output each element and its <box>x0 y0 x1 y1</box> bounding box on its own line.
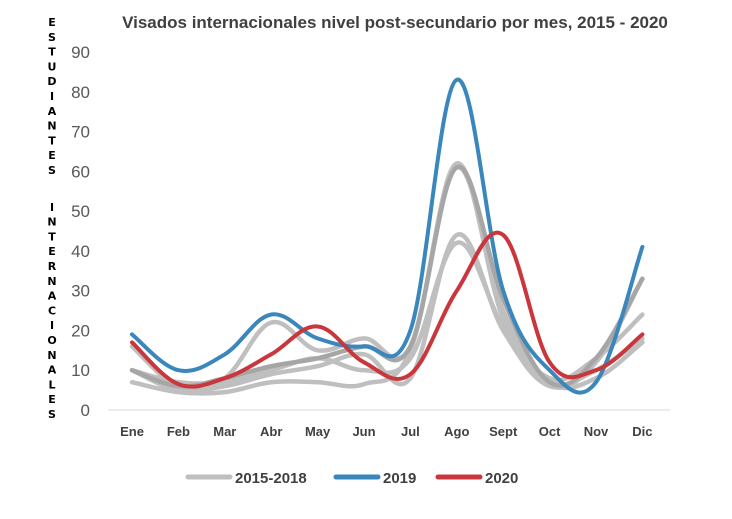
y-tick-label: 50 <box>71 202 90 221</box>
y-axis-label-letter: A <box>48 290 57 303</box>
y-axis-label-letter: N <box>47 275 56 288</box>
y-axis-label-letter: R <box>48 260 57 273</box>
x-tick-label: Feb <box>167 424 190 439</box>
y-axis-label-letter: N <box>47 216 56 229</box>
series-line-2020 <box>130 230 645 389</box>
y-axis-label-letter: A <box>48 364 57 377</box>
x-tick-label: Ene <box>120 424 144 439</box>
x-tick-label: Jun <box>352 424 375 439</box>
x-tick-label: May <box>305 424 331 439</box>
y-axis-label-letter: E <box>48 393 56 406</box>
y-tick-label: 60 <box>71 162 90 181</box>
legend: 2015-2018 2019 2020 <box>185 470 518 487</box>
y-axis-label-letter: T <box>48 134 56 147</box>
y-axis-label-letter: S <box>48 164 56 177</box>
y-tick-label: 20 <box>71 321 90 340</box>
x-tick-label: Sept <box>489 424 518 439</box>
y-axis-label-letter: I <box>50 90 54 103</box>
y-tick-label: 70 <box>71 123 90 142</box>
y-tick-label: 30 <box>71 282 90 301</box>
x-tick-label: Nov <box>584 424 609 439</box>
y-axis-label-letter: T <box>48 46 56 59</box>
y-axis-label-letter: E <box>48 245 56 258</box>
chart-title: Visados internacionales nivel post-secun… <box>122 13 668 32</box>
y-axis-label-letter: C <box>48 304 56 317</box>
y-axis-label-letter: A <box>48 105 57 118</box>
y-tick-label: 10 <box>71 361 90 380</box>
x-tick-label: Abr <box>260 424 282 439</box>
y-tick-label: 90 <box>71 43 90 62</box>
y-axis-label-letter: I <box>50 319 54 332</box>
series-line-2019 <box>130 77 645 395</box>
x-tick-label: Oct <box>539 424 561 439</box>
y-axis-label-letter: I <box>50 201 54 214</box>
y-axis-label-letter: N <box>47 349 56 362</box>
x-tick-label: Ago <box>444 424 469 439</box>
legend-label: 2015-2018 <box>235 470 307 487</box>
y-axis-label-letter: S <box>48 408 56 421</box>
y-axis-label-letter: U <box>48 60 57 73</box>
legend-label: 2020 <box>485 470 518 487</box>
x-axis-ticks: Ene Feb Mar Abr May Jun Jul Ago Sept Oct Nov Dic <box>120 424 652 439</box>
series-line-2015-2018 <box>129 232 645 394</box>
y-axis-label-letter: T <box>48 230 56 243</box>
y-tick-label: 40 <box>71 242 90 261</box>
x-tick-label: Dic <box>632 424 652 439</box>
y-axis-label-letter: O <box>47 334 56 347</box>
y-axis-label-letter: L <box>48 378 55 391</box>
y-axis-label-letter: S <box>48 31 56 44</box>
x-tick-label: Mar <box>213 424 236 439</box>
y-axis-label-letter: D <box>47 75 56 88</box>
legend-label: 2019 <box>383 470 416 487</box>
y-axis-ticks: 0 10 20 30 40 50 60 70 80 90 <box>71 43 90 420</box>
y-tick-label: 80 <box>71 83 90 102</box>
x-tick-label: Jul <box>401 424 420 439</box>
y-axis-label-letter: E <box>48 149 56 162</box>
y-tick-label: 0 <box>81 401 90 420</box>
plot-area <box>129 77 645 396</box>
y-axis-label-letter: N <box>47 120 56 133</box>
y-axis-label-letter: E <box>48 16 56 29</box>
